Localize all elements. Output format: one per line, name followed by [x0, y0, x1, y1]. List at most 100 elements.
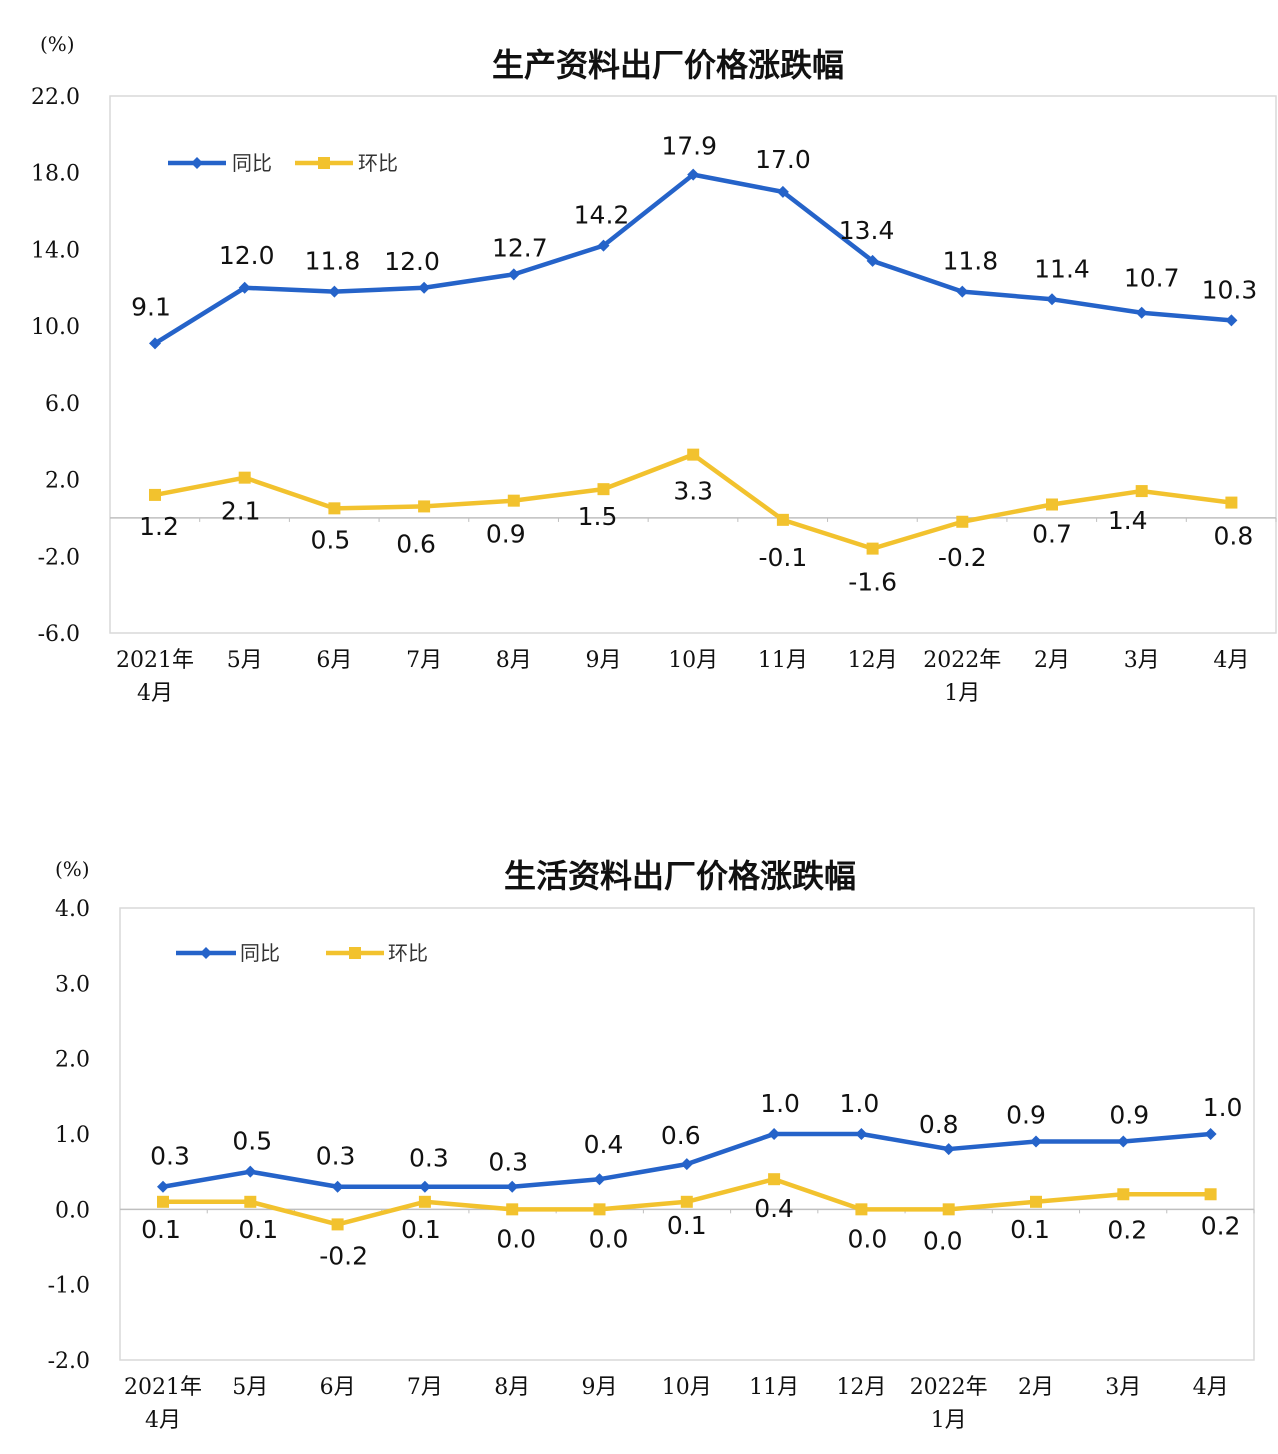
data-label: 0.6: [396, 529, 436, 558]
x-tick-label: 4月: [1213, 648, 1249, 673]
mom-point: [149, 488, 161, 501]
legend-mom-marker: [349, 947, 361, 959]
data-label: 0.1: [141, 1215, 181, 1244]
data-label: 0.3: [150, 1142, 190, 1171]
mom-point: [942, 1203, 955, 1216]
x-tick-label: 7月: [406, 648, 442, 673]
x-tick-label: 6月: [320, 1375, 356, 1400]
x-tick-label: 5月: [227, 648, 263, 673]
x-tick-label: 6月: [316, 648, 352, 673]
x-tick-label: 2月: [1034, 648, 1070, 673]
mom-point: [238, 471, 251, 484]
yoy-point: [942, 1143, 955, 1156]
mom-point: [157, 1195, 169, 1208]
yoy-point: [680, 1158, 693, 1171]
data-label: 12.0: [384, 247, 440, 276]
mom-point: [687, 448, 700, 461]
mom-point: [328, 502, 341, 515]
yoy-point: [418, 281, 431, 294]
mom-point: [597, 483, 610, 496]
yoy-point: [1030, 1135, 1042, 1148]
data-label: 0.3: [316, 1142, 356, 1171]
x-tick-label: 10月: [662, 1375, 712, 1400]
x-tick-label: 2021年: [116, 648, 194, 673]
data-label: 10.7: [1124, 264, 1180, 293]
mom-point: [1030, 1195, 1042, 1208]
consumer-goods-price-chart: 生活资料出厂价格涨跌幅 (%) 4.0 3.0 2.0 1.0 0.0 -1.0 -2.0 202…: [48, 857, 1255, 1433]
data-label: 13.4: [839, 216, 895, 245]
x-tick-label: 12月: [836, 1375, 886, 1400]
mom-point: [768, 1173, 781, 1186]
y-tick-label: 18.0: [31, 162, 80, 187]
yoy-point: [768, 1128, 781, 1140]
yoy-point: [157, 1180, 169, 1193]
y-tick-label: 0.0: [55, 1198, 90, 1223]
yoy-point: [507, 268, 520, 281]
mom-point: [680, 1195, 693, 1208]
x-tick-label: 9月: [586, 648, 622, 673]
yoy-point: [855, 1128, 868, 1140]
data-label: 0.0: [848, 1224, 888, 1253]
y-tick-label: 6.0: [45, 392, 80, 417]
data-label: 0.1: [238, 1215, 278, 1244]
y-tick-label: 10.0: [31, 315, 80, 340]
data-label: 0.2: [1107, 1215, 1147, 1244]
yoy-point: [149, 337, 161, 350]
mom-point: [418, 500, 431, 513]
data-label: 0.1: [667, 1211, 707, 1240]
y-axis-unit: (%): [55, 857, 90, 881]
y-tick-label: -2.0: [38, 545, 80, 570]
x-tick-label: 2021年: [124, 1375, 202, 1400]
mom-point: [244, 1195, 257, 1208]
x-tick-label: 3月: [1124, 648, 1160, 673]
mom-point: [776, 513, 789, 526]
yoy-point: [328, 285, 341, 298]
data-label: 0.9: [486, 520, 526, 549]
data-label: 14.2: [574, 201, 630, 230]
data-label: 2.1: [221, 497, 261, 526]
data-label: 0.0: [589, 1224, 629, 1253]
data-label: 1.0: [760, 1089, 800, 1118]
x-tick-label: 7月: [407, 1375, 443, 1400]
yoy-point: [593, 1173, 606, 1186]
yoy-point: [776, 185, 789, 198]
mom-point: [506, 1203, 519, 1216]
data-label: 0.0: [923, 1226, 963, 1255]
x-tick-label: 4月: [137, 681, 173, 706]
x-tick-label: 5月: [232, 1375, 268, 1400]
data-label: 17.9: [661, 132, 717, 161]
data-label: 0.8: [1214, 522, 1254, 551]
data-label: 0.0: [496, 1224, 536, 1253]
x-tick-label: 1月: [944, 681, 980, 706]
yoy-point: [238, 281, 251, 294]
data-label: 0.8: [919, 1110, 959, 1139]
mom-point: [1117, 1188, 1130, 1201]
y-tick-label: -1.0: [48, 1274, 90, 1299]
x-tick-label: 11月: [749, 1375, 799, 1400]
y-tick-label: 14.0: [31, 238, 80, 263]
plot-area: [119, 907, 1255, 1361]
y-axis-unit: (%): [40, 32, 75, 56]
yoy-point: [956, 285, 969, 298]
data-label: 0.9: [1006, 1101, 1046, 1130]
mom-point: [331, 1218, 344, 1231]
data-label: 10.3: [1202, 275, 1258, 304]
producer-goods-price-chart: 生产资料出厂价格涨跌幅 (%) 22.0 18.0 14.0 10.0 6.0 2.0 -2.0…: [31, 32, 1277, 706]
mom-point: [1204, 1188, 1217, 1201]
legend-yoy-marker: [191, 157, 203, 169]
legend-yoy-marker: [200, 947, 212, 959]
mom-point: [418, 1195, 431, 1208]
x-tick-label: 4月: [145, 1408, 181, 1433]
y-tick-label: 4.0: [55, 897, 90, 922]
data-label: 1.2: [139, 512, 179, 541]
yoy-point: [506, 1180, 519, 1193]
data-label: 0.5: [232, 1127, 272, 1156]
data-label: 12.0: [219, 241, 275, 270]
x-tick-label: 10月: [668, 648, 718, 673]
data-label: -1.6: [848, 568, 897, 597]
data-label: 0.7: [1032, 520, 1072, 549]
x-tick-label: 8月: [496, 648, 532, 673]
mom-point: [1046, 498, 1058, 511]
y-tick-label: 3.0: [55, 972, 90, 997]
x-tick-label: 11月: [758, 648, 808, 673]
